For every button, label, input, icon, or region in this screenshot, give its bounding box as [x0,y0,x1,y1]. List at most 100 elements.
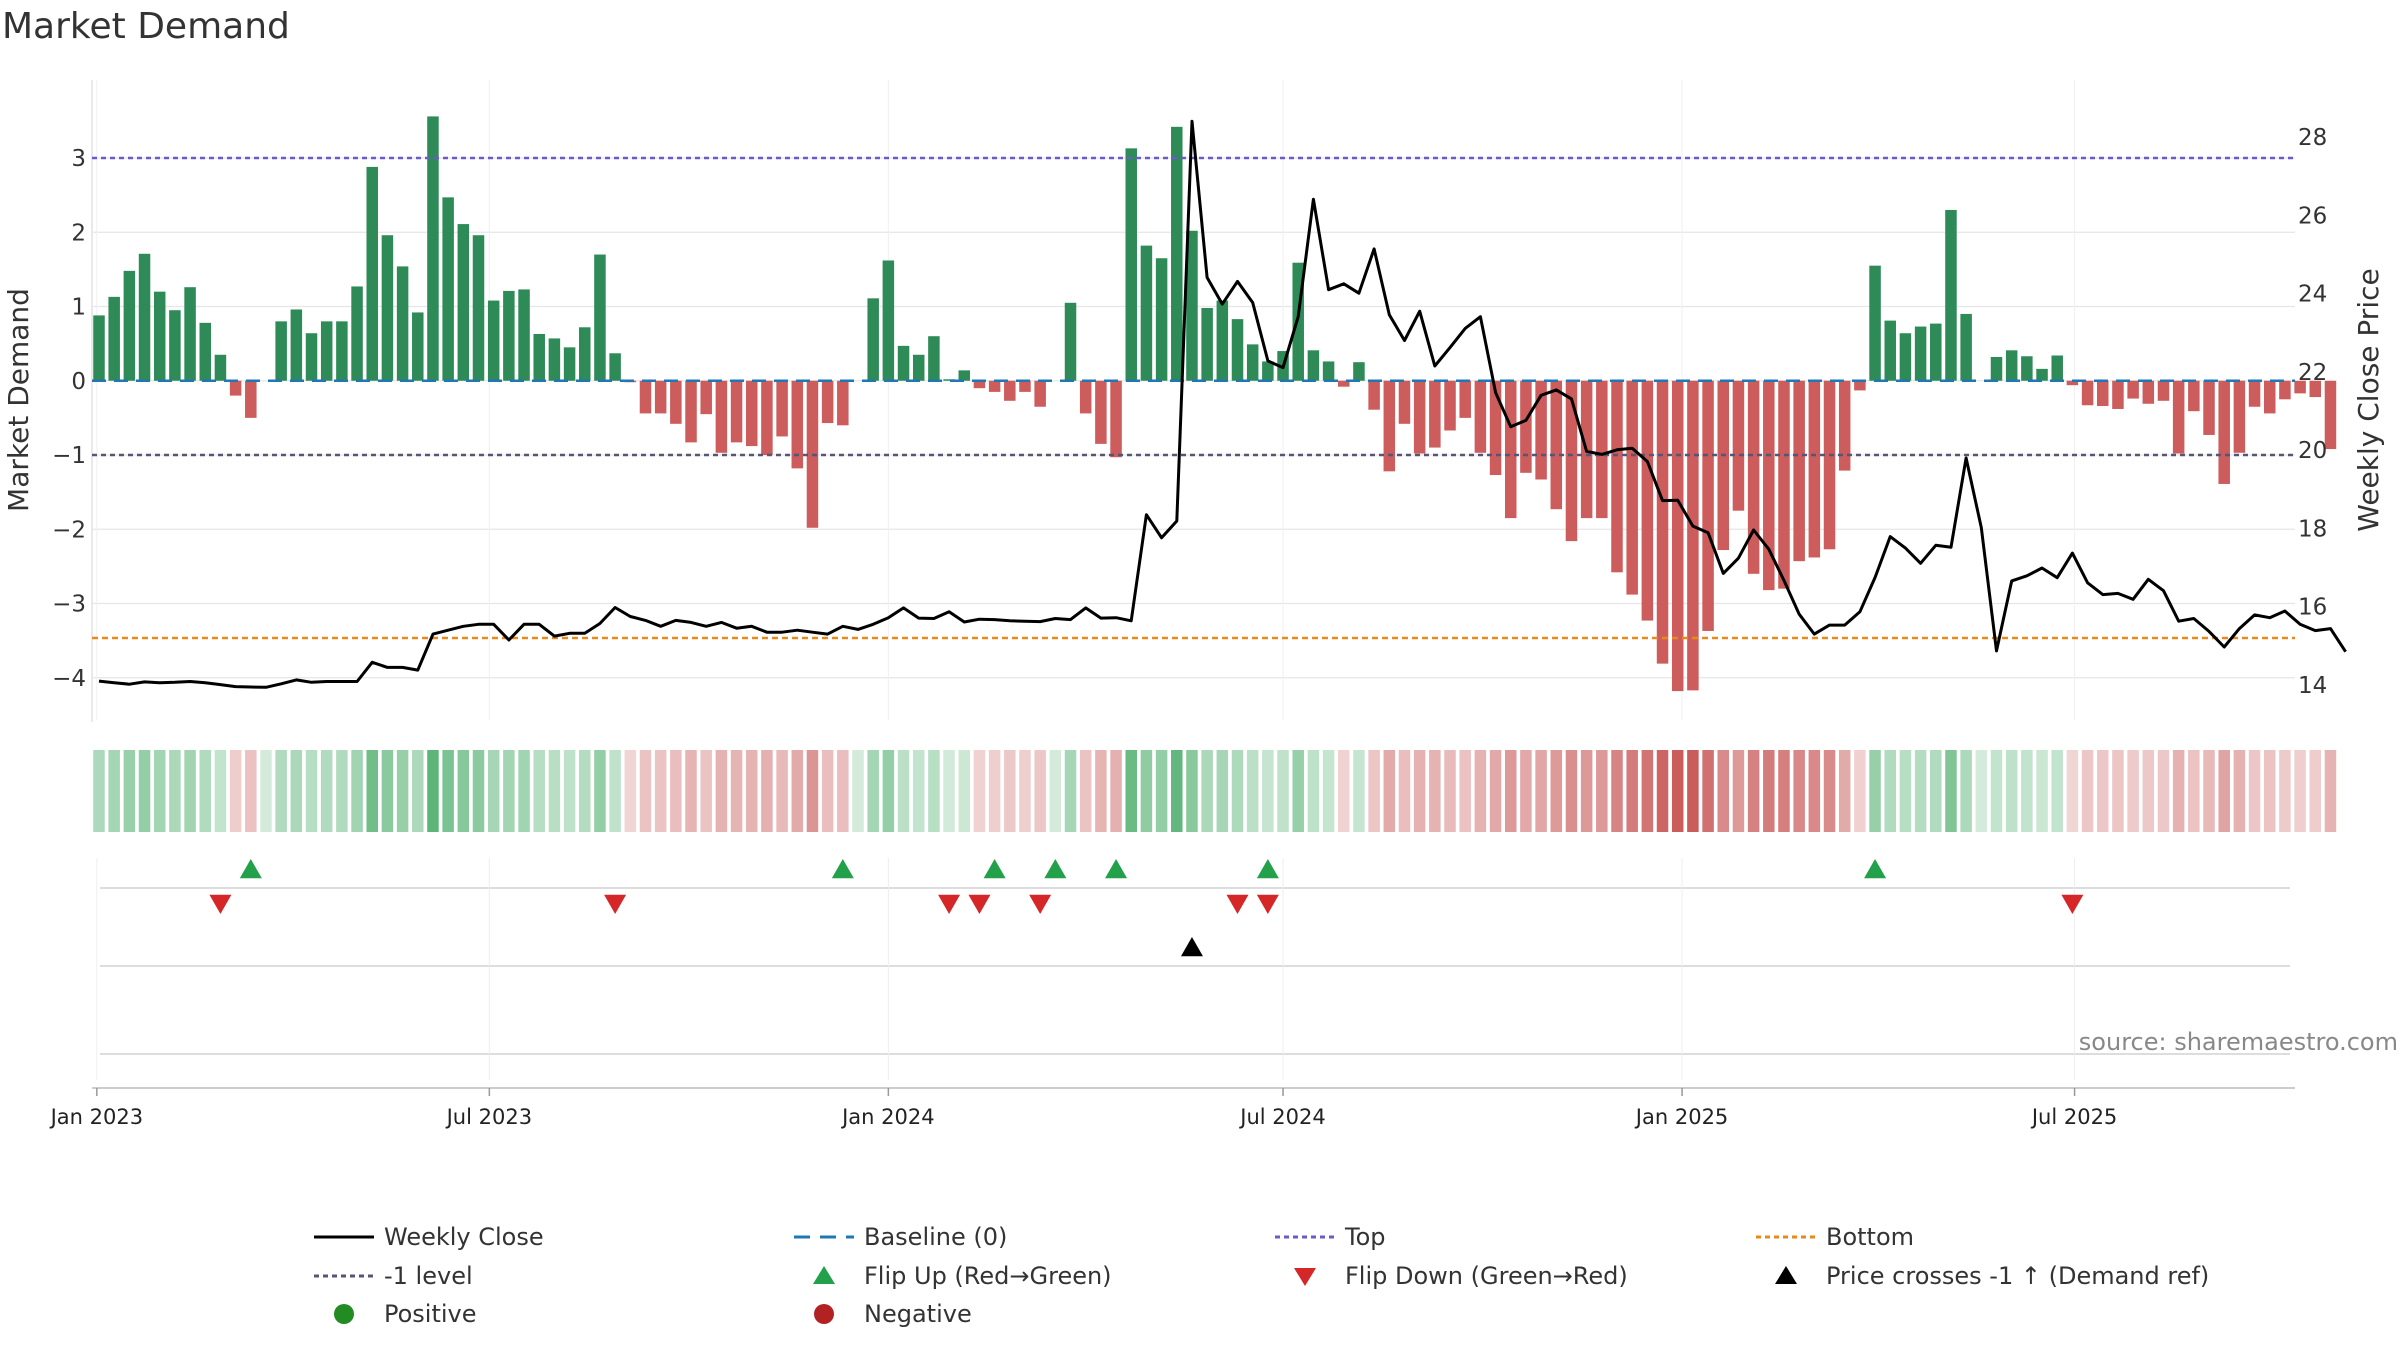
heat-strip-cell [184,750,196,832]
heat-strip-cell [1064,750,1077,832]
demand-bar-negative [2294,380,2306,394]
heat-strip-cell [1110,750,1122,832]
demand-bar-positive [579,327,591,381]
right-axis-ticks: 28 26 24 22 20 18 16 14 [2298,125,2327,699]
demand-bar-negative [1535,380,1547,480]
heat-strip-cell [1899,750,1912,832]
legend-swatch-dot [814,1304,834,1324]
heat-strip-cell [1945,750,1957,832]
demand-bar-positive [1945,209,1957,381]
right-tick-label: 28 [2298,125,2327,151]
demand-bar-negative [1656,380,1669,664]
demand-bar-positive [503,290,515,381]
legend: Weekly Close Baseline (0) Top Bottom -1 leve… [314,1223,2209,1328]
heat-strip-cell [1368,750,1380,832]
demand-bar-positive [123,270,136,381]
demand-bar-positive [199,322,212,381]
heat-strip-cell [1171,750,1183,832]
heat-strip-cell [1413,750,1426,832]
left-tick-label: 2 [71,220,86,246]
legend-swatch-triangle-up [813,1266,835,1284]
demand-bar-negative [837,380,849,426]
heat-strip-cell [442,750,454,832]
demand-bar-negative [1368,380,1380,410]
heat-strip-cell [1489,750,1502,832]
heat-strip-cell [2188,750,2200,832]
heat-strip-cell [1140,750,1153,832]
left-tick-label: 3 [71,146,86,172]
flip-up-marker [983,859,1006,879]
legend-label: Flip Down (Green→Red) [1345,1262,1628,1290]
heat-strip-cell [1580,750,1593,832]
demand-bar-negative [1641,380,1654,621]
heat-strip-cell [1520,750,1532,832]
demand-bar-negative [1671,380,1684,692]
heat-strip-cell [138,750,151,832]
demand-bar-positive [2036,368,2048,381]
heat-strip-cell [320,750,333,832]
heat-strip-cell [533,750,545,832]
heat-strip-cell [594,750,606,832]
heat-strip-cell [518,750,530,832]
heat-strip-cell [988,750,1001,832]
demand-bar-positive [1186,230,1198,381]
event-markers [96,858,2290,1080]
legend-swatch-triangle-up [1775,1266,1797,1284]
demand-bar-positive [275,321,287,381]
demand-bar-negative [1413,380,1426,454]
demand-bar-negative [1747,380,1760,574]
demand-bar-positive [563,347,576,381]
heat-strip-cell [1671,750,1684,832]
demand-bar-positive [1960,313,1972,381]
heat-strip-cell [761,750,773,832]
demand-bar-positive [958,370,971,381]
heat-strip-cell [1246,750,1259,832]
demand-bar-negative [2279,380,2291,400]
demand-bar-positive [1216,300,1229,381]
demand-bar-negative [2081,380,2094,406]
demand-bar-positive [1322,361,1335,381]
demand-bar-negative [1095,380,1107,444]
right-tick-label: 26 [2298,203,2327,229]
flip-up-marker [1044,859,1067,879]
heat-strip-cell [1262,750,1274,832]
heat-strip-cell [290,750,303,832]
heat-strip-cell [2157,750,2170,832]
heat-strip-cell [897,750,910,832]
demand-bar-negative [1823,380,1836,550]
heat-strip-cell [2279,750,2291,832]
demand-bar-positive [594,254,606,381]
heat-strip-cell [1307,750,1320,832]
x-tick-label: Jul 2025 [2030,1105,2117,1129]
left-tick-label: −2 [52,517,86,543]
heat-strip-cell [2021,750,2033,832]
demand-bar-positive [882,260,895,381]
demand-bar-negative [245,380,257,418]
legend-label: -1 level [384,1262,473,1290]
demand-bar-negative [730,380,743,443]
right-tick-label: 16 [2298,595,2327,621]
demand-bar-negative [821,380,834,424]
heat-strip-cell [579,750,591,832]
x-tick-label: Jul 2023 [445,1105,532,1129]
demand-bar-positive [93,315,105,381]
demand-bar-negative [2248,380,2261,407]
legend-label: Flip Up (Red→Green) [864,1262,1112,1290]
demand-bar-positive [1990,356,2003,381]
demand-bar-positive [366,166,378,381]
demand-bar-negative [2263,380,2276,414]
heat-strip-cell [1155,750,1168,832]
demand-bar-negative [1034,380,1046,407]
x-tick-label: Jul 2024 [1238,1105,1325,1129]
demand-bar-positive [169,310,181,381]
demand-bar-negative [2127,380,2139,399]
source-note: source: sharemaestro.com [2079,1028,2398,1056]
heat-strip-cell [609,750,621,832]
demand-bar-negative [1444,380,1456,431]
demand-bar-negative [745,380,758,447]
heat-strip-cell [305,750,318,832]
heat-strip-cell [1960,750,1972,832]
legend-label: Positive [384,1300,477,1328]
heat-strip-cell [548,750,561,832]
demand-heat-strip [93,750,2337,832]
